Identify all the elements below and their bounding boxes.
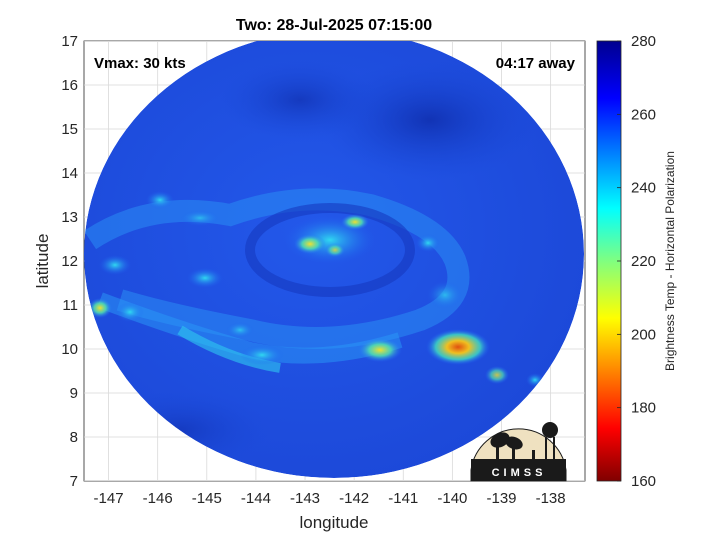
colorbar-tick-label: 220 <box>631 253 656 270</box>
y-axis-label: latitude <box>33 234 52 289</box>
brightness-temperature-image <box>84 41 584 478</box>
colorbar: 160 180 200 220 240 260 280 Brightness Temp - … <box>596 33 677 490</box>
colorbar-tick-label: 180 <box>631 400 656 417</box>
y-tick-label: 12 <box>61 253 78 270</box>
x-axis-label: longitude <box>299 513 368 532</box>
colorbar-tick-label: 160 <box>631 473 656 490</box>
colorbar-tick-label: 260 <box>631 106 656 123</box>
y-tick-label: 9 <box>70 385 78 402</box>
x-tick-labels: -147 -146 -145 -144 -143 -142 -141 -140 -139 -138 <box>94 490 566 507</box>
y-tick-label: 17 <box>61 33 78 50</box>
colorbar-label: Brightness Temp - Horizontal Polarizatio… <box>663 151 677 371</box>
x-tick-label: -138 <box>536 490 566 507</box>
colorbar-tick-label: 240 <box>631 180 656 197</box>
x-tick-label: -143 <box>290 490 320 507</box>
colorbar-tick-label: 280 <box>631 33 656 50</box>
x-tick-label: -144 <box>241 490 271 507</box>
vmax-label: Vmax: 30 kts <box>94 55 186 72</box>
time-away-label: 04:17 away <box>496 55 576 72</box>
x-tick-label: -142 <box>339 490 369 507</box>
x-tick-label: -141 <box>388 490 418 507</box>
x-tick-label: -146 <box>143 490 173 507</box>
map-title: Two: 28-Jul-2025 07:15:00 <box>236 17 432 34</box>
y-tick-label: 16 <box>61 77 78 94</box>
colorbar-ticks: 160 180 200 220 240 260 280 <box>617 33 656 490</box>
y-tick-label: 15 <box>61 121 78 138</box>
y-tick-label: 10 <box>61 341 78 358</box>
colorbar-tick-label: 200 <box>631 326 656 343</box>
x-tick-label: -140 <box>437 490 467 507</box>
x-tick-label: -147 <box>94 490 124 507</box>
cimss-logo-text: CIMSS <box>492 467 547 479</box>
y-tick-labels: 7 8 9 10 11 12 13 14 15 16 17 <box>61 33 78 490</box>
cimss-logo: CIMSS <box>470 422 567 482</box>
y-tick-label: 13 <box>61 209 78 226</box>
x-tick-label: -145 <box>192 490 222 507</box>
y-tick-label: 8 <box>70 429 78 446</box>
y-tick-label: 14 <box>61 165 78 182</box>
x-tick-label: -139 <box>486 490 516 507</box>
y-tick-label: 7 <box>70 473 78 490</box>
y-tick-label: 11 <box>62 297 78 314</box>
